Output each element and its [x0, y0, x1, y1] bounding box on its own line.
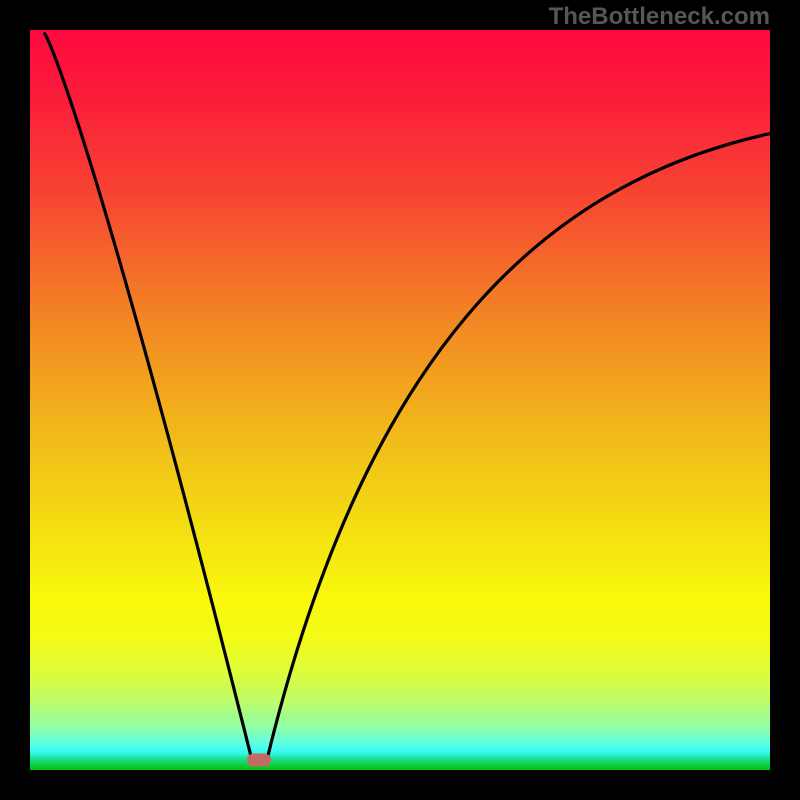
gradient-background — [30, 30, 770, 770]
plot-area — [30, 30, 770, 770]
sweet-spot-marker — [247, 754, 271, 767]
watermark-text: TheBottleneck.com — [549, 3, 770, 31]
chart-container: TheBottleneck.com — [0, 0, 800, 800]
